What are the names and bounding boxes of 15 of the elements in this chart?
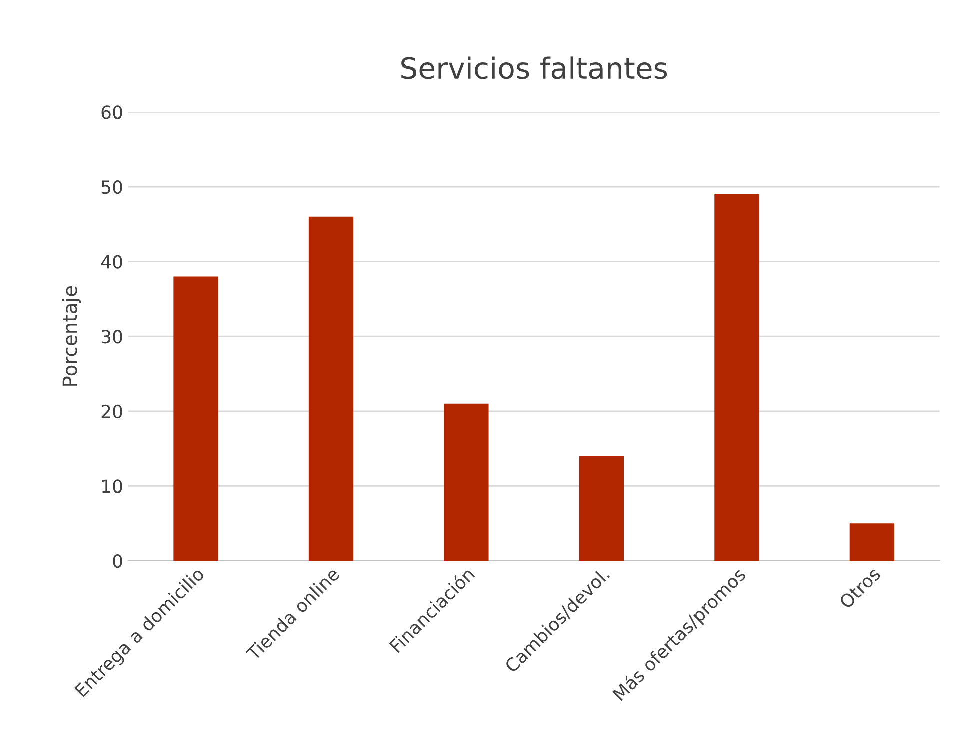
bar: [714, 194, 760, 561]
y-tick-label: 0: [113, 554, 122, 568]
bar: [444, 404, 489, 561]
y-tick-label: 60: [102, 106, 122, 120]
chart-title: Servicios faltantes: [402, 56, 668, 80]
bar: [579, 456, 624, 561]
y-tick-label: 50: [102, 180, 122, 194]
y-tick-label: 30: [102, 330, 122, 344]
y-tick-label: 20: [102, 404, 122, 419]
y-tick-label: 10: [102, 480, 122, 494]
bar: [308, 216, 354, 561]
y-axis-title: Porcentaje: [62, 286, 82, 386]
bar: [850, 524, 894, 561]
y-tick-label: 40: [101, 255, 122, 269]
bar: [174, 276, 218, 561]
